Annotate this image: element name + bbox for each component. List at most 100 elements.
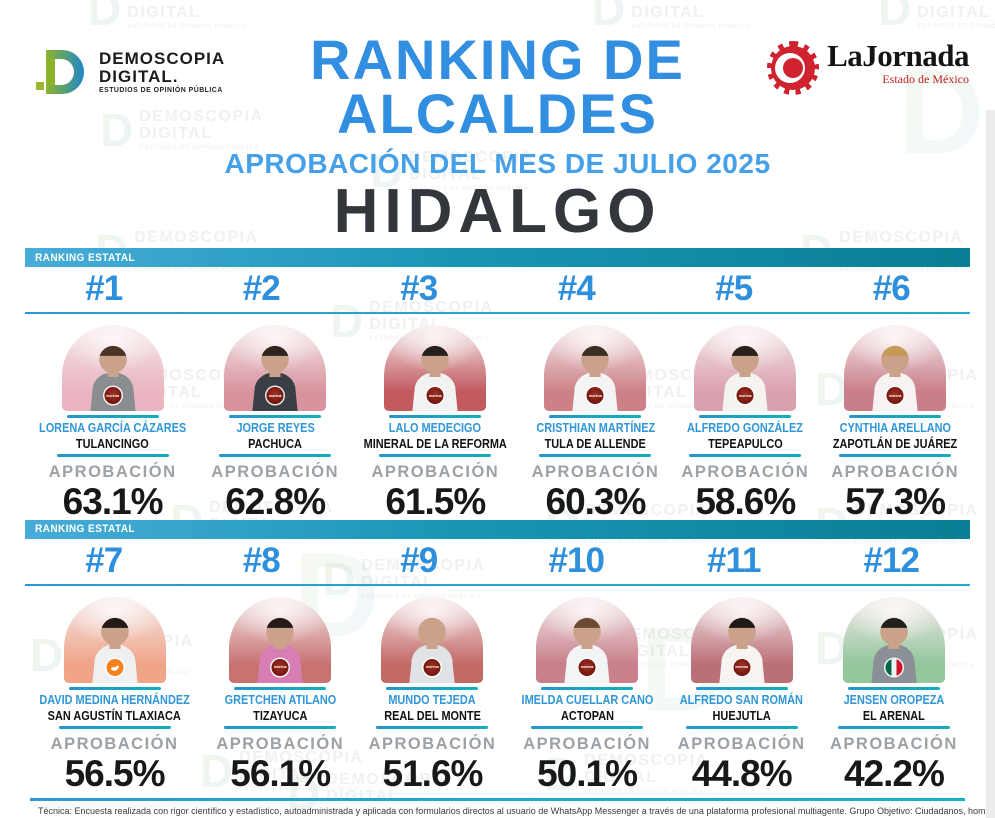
divider-line bbox=[234, 686, 327, 690]
mayor-name: ALFREDO GONZÁLEZ bbox=[687, 420, 804, 435]
divider-line bbox=[695, 686, 788, 690]
approval-value: 60.3% bbox=[545, 480, 647, 522]
morena-badge-icon: morena bbox=[271, 658, 289, 676]
divider-line bbox=[699, 415, 792, 418]
header: DEMOSCOPIA DIGITAL. ESTUDIOS DE OPINIÓN … bbox=[0, 0, 995, 248]
mayor-photo: morena bbox=[384, 325, 487, 411]
approval-label: APROBACIÓN bbox=[831, 462, 959, 481]
approval-value: 63.1% bbox=[62, 480, 164, 522]
approval-value: 56.1% bbox=[230, 752, 331, 794]
page-subtitle: APROBACIÓN DEL MES DE JULIO 2025 bbox=[224, 147, 771, 179]
municipality-name: TIZAYUCA bbox=[253, 707, 308, 723]
mayor-card: morena JORGE REYES PACHUCA APROBACIÓN 62… bbox=[200, 316, 350, 520]
rank-number: #3 bbox=[400, 269, 438, 308]
mayor-card: morena IMELDA CUELLAR CANO ACTOPAN APROB… bbox=[509, 588, 666, 792]
divider-line bbox=[376, 725, 489, 729]
morena-badge-icon: morena bbox=[423, 658, 441, 676]
mayor-name: JORGE REYES bbox=[236, 420, 315, 435]
divider-line bbox=[379, 453, 492, 457]
divider-line bbox=[68, 686, 161, 690]
mayor-name: LORENA GARCÍA CÁZARES bbox=[39, 420, 187, 435]
lajornada-sun-icon bbox=[766, 40, 820, 96]
municipality-name: ZAPOTLÁN DE JUÁREZ bbox=[832, 435, 958, 451]
ranking-section: RANKING ESTATAL #7 #8 #9 #10 #11 #12 DAVID ME… bbox=[0, 519, 995, 794]
pri-badge-icon bbox=[885, 658, 903, 676]
divider-line bbox=[56, 453, 169, 457]
approval-value: 50.1% bbox=[537, 752, 638, 794]
divider-line bbox=[685, 725, 798, 729]
approval-value: 62.8% bbox=[225, 480, 326, 522]
approval-value: 42.2% bbox=[843, 752, 945, 794]
rank-number: #9 bbox=[400, 540, 438, 580]
lajornada-region: Estado de México bbox=[882, 72, 969, 86]
municipality-name: TULANCINGO bbox=[76, 435, 150, 451]
section-bar: RANKING ESTATAL bbox=[25, 248, 970, 267]
divider-line bbox=[541, 686, 634, 690]
lajornada-logo: LaJornada Estado de México bbox=[766, 40, 969, 96]
mayor-card: DAVID MEDINA HERNÁNDEZ SAN AGUSTÍN TLAXI… bbox=[25, 588, 204, 792]
brand-name2: DIGITAL. bbox=[99, 66, 179, 86]
mayor-card: morena CRISTHIAN MARTÍNEZ TULA DE ALLEND… bbox=[521, 316, 671, 520]
divider-line bbox=[689, 453, 802, 457]
page-edge bbox=[986, 110, 995, 818]
morena-badge-icon: morena bbox=[733, 658, 751, 676]
approval-label: APROBACIÓN bbox=[830, 734, 958, 753]
mayor-photo: morena bbox=[536, 596, 639, 683]
municipality-name: MINERAL DE LA REFORMA bbox=[363, 435, 507, 451]
section-bar-label: RANKING ESTATAL bbox=[35, 251, 135, 264]
approval-label: APROBACIÓN bbox=[677, 734, 806, 753]
morena-badge-icon: morena bbox=[586, 387, 604, 404]
mayor-photo: morena bbox=[544, 325, 647, 411]
approval-label: APROBACIÓN bbox=[50, 734, 179, 753]
mayor-name: JENSEN OROPEZA bbox=[843, 691, 945, 707]
mayor-photo: morena bbox=[61, 325, 164, 411]
mayor-card: morena LALO MEDECIGO MINERAL DE LA REFOR… bbox=[350, 316, 520, 520]
mayor-name: GRETCHEN ATILANO bbox=[224, 691, 337, 707]
mayor-photo: morena bbox=[229, 596, 332, 683]
movimiento-ciudadano-badge-icon bbox=[106, 658, 124, 676]
mayor-name: ALFREDO SAN ROMÁN bbox=[680, 691, 804, 707]
methodology-note: Técnica: Encuesta realizada con rigor ci… bbox=[38, 806, 995, 816]
rank-number: #10 bbox=[548, 540, 605, 580]
approval-value: 56.5% bbox=[64, 752, 166, 794]
divider-line bbox=[847, 686, 940, 690]
ranks-row: #7 #8 #9 #10 #11 #12 bbox=[25, 539, 970, 584]
divider-line bbox=[549, 415, 642, 418]
morena-badge-icon: morena bbox=[104, 387, 122, 404]
divider-line bbox=[531, 725, 644, 729]
mayor-card: morena ALFREDO GONZÁLEZ TEPEAPULCO APROB… bbox=[670, 316, 820, 520]
state-name: HIDALGO bbox=[333, 176, 662, 246]
page-title-line1: RANKING DE bbox=[310, 28, 685, 91]
municipality-name: REAL DEL MONTE bbox=[384, 707, 481, 723]
mayor-photo bbox=[842, 596, 945, 683]
morena-badge-icon: morena bbox=[266, 387, 284, 404]
footer-divider bbox=[30, 798, 965, 801]
mayor-name: CRISTHIAN MARTÍNEZ bbox=[536, 420, 655, 435]
mayor-card: morena LORENA GARCÍA CÁZARES TULANCINGO … bbox=[25, 316, 200, 520]
lajornada-name: LaJornada bbox=[827, 38, 969, 73]
approval-label: APROBACIÓN bbox=[368, 734, 497, 753]
divider-line bbox=[58, 725, 171, 729]
rank-number: #2 bbox=[242, 269, 281, 308]
rank-number: #6 bbox=[872, 269, 911, 308]
mayor-name: DAVID MEDINA HERNÁNDEZ bbox=[39, 691, 190, 707]
approval-value: 51.6% bbox=[382, 752, 484, 794]
cards-row: morena LORENA GARCÍA CÁZARES TULANCINGO … bbox=[25, 316, 970, 520]
divider-line bbox=[539, 453, 652, 457]
divider-line bbox=[66, 415, 159, 418]
divider-line bbox=[837, 725, 950, 729]
divider-line bbox=[229, 415, 322, 418]
brand-tagline: ESTUDIOS DE OPINIÓN PÚBLICA bbox=[99, 87, 223, 95]
mayor-photo: morena bbox=[690, 596, 793, 683]
approval-label: APROBACIÓN bbox=[211, 462, 340, 481]
municipality-name: PACHUCA bbox=[248, 435, 303, 451]
approval-label: APROBACIÓN bbox=[48, 462, 177, 481]
mayor-card: morena CYNTHIA ARELLANO ZAPOTLÁN DE JUÁR… bbox=[820, 316, 970, 520]
mayor-photo: morena bbox=[224, 325, 327, 411]
morena-badge-icon: morena bbox=[426, 387, 444, 404]
divider-line bbox=[849, 415, 942, 418]
approval-label: APROBACIÓN bbox=[523, 734, 651, 753]
morena-badge-icon: morena bbox=[736, 387, 754, 404]
rank-number: #5 bbox=[715, 269, 753, 308]
ranks-underline bbox=[25, 583, 970, 586]
